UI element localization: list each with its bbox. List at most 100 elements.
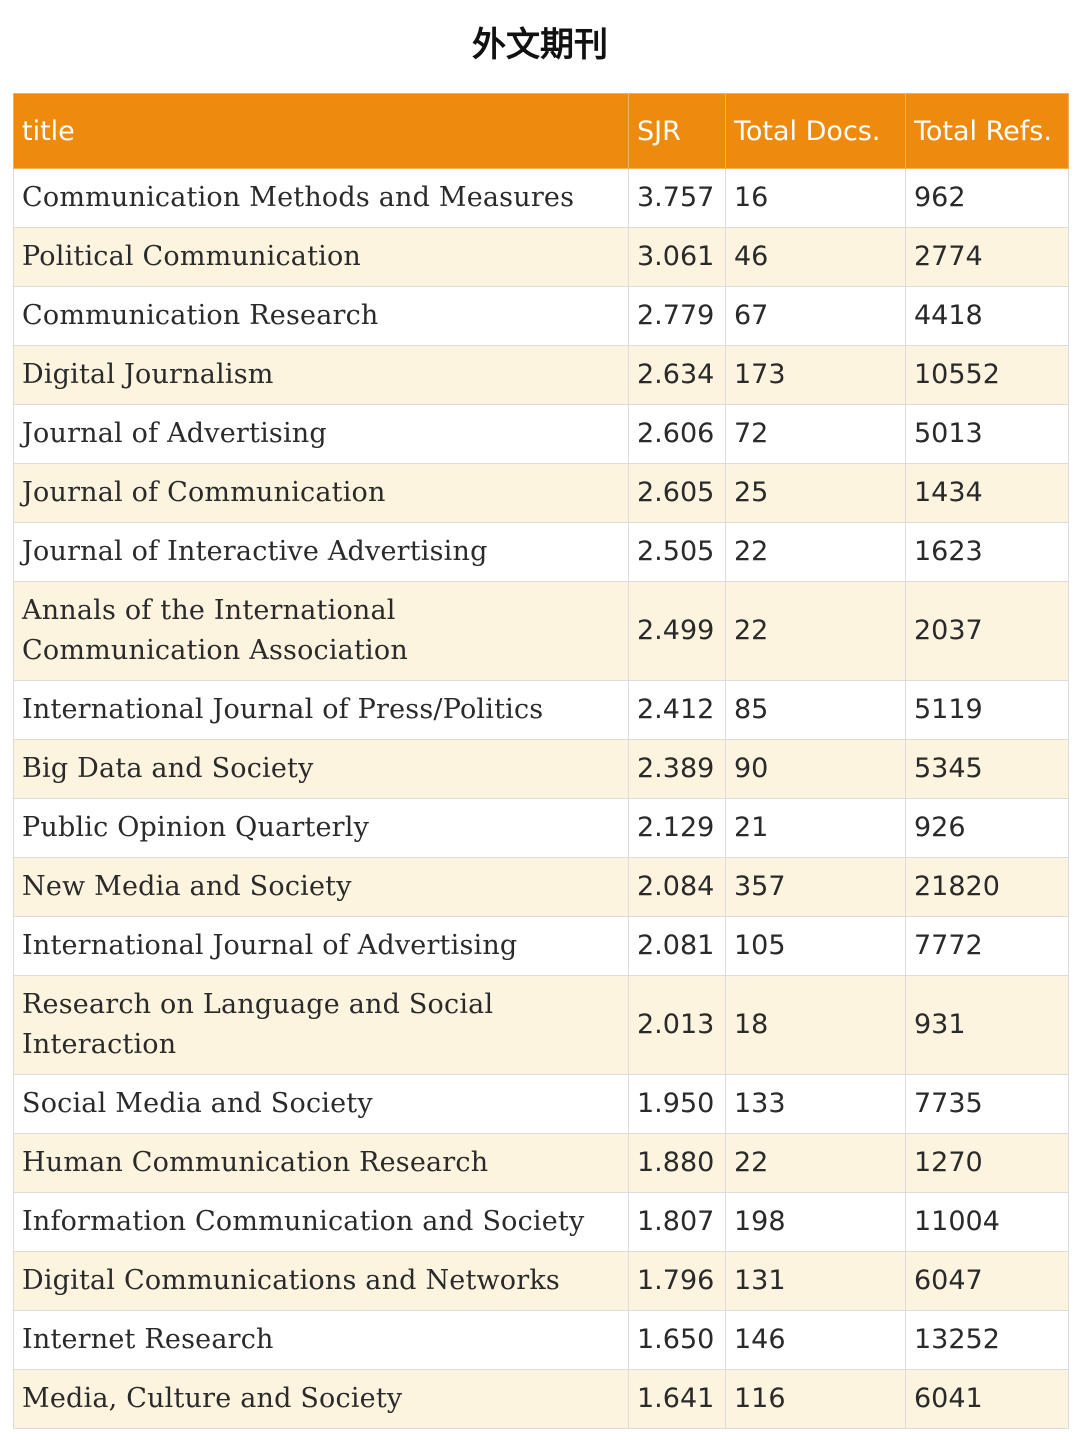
total-docs-cell: 16	[725, 168, 906, 228]
total-refs-cell: 4418	[905, 286, 1069, 346]
table-row: Information Communication and Society 1.…	[13, 1192, 1069, 1252]
total-docs-cell: 18	[725, 975, 906, 1075]
column-header-total-refs: Total Refs.	[905, 93, 1069, 169]
sjr-cell: 2.779	[628, 286, 726, 346]
sjr-cell: 1.950	[628, 1074, 726, 1134]
journal-title-cell: Media, Culture and Society	[13, 1369, 629, 1429]
sjr-cell: 2.634	[628, 345, 726, 405]
total-refs-cell: 1623	[905, 522, 1069, 582]
total-docs-cell: 105	[725, 916, 906, 976]
journal-table: title SJR Total Docs. Total Refs. Commun…	[13, 93, 1069, 1429]
total-docs-cell: 22	[725, 1133, 906, 1193]
journal-title-cell: Digital Journalism	[13, 345, 629, 405]
sjr-cell: 2.605	[628, 463, 726, 523]
total-refs-cell: 7772	[905, 916, 1069, 976]
total-refs-cell: 6047	[905, 1251, 1069, 1311]
sjr-cell: 1.807	[628, 1192, 726, 1252]
sjr-cell: 1.796	[628, 1251, 726, 1311]
table-row: Communication Research 2.779 67 4418	[13, 286, 1069, 346]
journal-title-cell: International Journal of Press/Politics	[13, 680, 629, 740]
journal-title-cell: Journal of Interactive Advertising	[13, 522, 629, 582]
page-title: 外文期刊	[472, 25, 608, 65]
total-refs-cell: 2774	[905, 227, 1069, 287]
total-docs-cell: 85	[725, 680, 906, 740]
total-docs-cell: 131	[725, 1251, 906, 1311]
total-refs-cell: 10552	[905, 345, 1069, 405]
sjr-cell: 2.412	[628, 680, 726, 740]
total-docs-cell: 173	[725, 345, 906, 405]
journal-title-cell: Journal of Communication	[13, 463, 629, 523]
total-docs-cell: 22	[725, 581, 906, 681]
journal-title-cell: Information Communication and Society	[13, 1192, 629, 1252]
table-row: Digital Communications and Networks 1.79…	[13, 1251, 1069, 1311]
total-docs-cell: 357	[725, 857, 906, 917]
total-docs-cell: 133	[725, 1074, 906, 1134]
column-header-title: title	[13, 93, 629, 169]
table-row: Journal of Interactive Advertising 2.505…	[13, 522, 1069, 582]
table-row: Big Data and Society 2.389 90 5345	[13, 739, 1069, 799]
table-row: International Journal of Press/Politics …	[13, 680, 1069, 740]
sjr-cell: 3.757	[628, 168, 726, 228]
sjr-cell: 1.641	[628, 1369, 726, 1429]
journal-title-cell: Research on Language and Social Interact…	[13, 975, 629, 1075]
total-refs-cell: 13252	[905, 1310, 1069, 1370]
table-row: Human Communication Research 1.880 22 12…	[13, 1133, 1069, 1193]
total-refs-cell: 5013	[905, 404, 1069, 464]
column-header-sjr: SJR	[628, 93, 726, 169]
total-docs-cell: 198	[725, 1192, 906, 1252]
sjr-cell: 2.084	[628, 857, 726, 917]
journal-title-cell: Big Data and Society	[13, 739, 629, 799]
journal-title-cell: New Media and Society	[13, 857, 629, 917]
table-row: Social Media and Society 1.950 133 7735	[13, 1074, 1069, 1134]
total-refs-cell: 1270	[905, 1133, 1069, 1193]
table-row: Internet Research 1.650 146 13252	[13, 1310, 1069, 1370]
total-refs-cell: 7735	[905, 1074, 1069, 1134]
total-docs-cell: 90	[725, 739, 906, 799]
journal-title-cell: Annals of the International Communicatio…	[13, 581, 629, 681]
total-docs-cell: 67	[725, 286, 906, 346]
table-row: New Media and Society 2.084 357 21820	[13, 857, 1069, 917]
total-refs-cell: 2037	[905, 581, 1069, 681]
total-refs-cell: 5345	[905, 739, 1069, 799]
table-row: International Journal of Advertising 2.0…	[13, 916, 1069, 976]
column-header-total-docs: Total Docs.	[725, 93, 906, 169]
table-row: Communication Methods and Measures 3.757…	[13, 168, 1069, 228]
journal-title-cell: Human Communication Research	[13, 1133, 629, 1193]
table-row: Public Opinion Quarterly 2.129 21 926	[13, 798, 1069, 858]
table-header-row: title SJR Total Docs. Total Refs.	[13, 93, 1069, 169]
table-row: Research on Language and Social Interact…	[13, 975, 1069, 1075]
table-row: Digital Journalism 2.634 173 10552	[13, 345, 1069, 405]
total-docs-cell: 116	[725, 1369, 906, 1429]
sjr-cell: 2.013	[628, 975, 726, 1075]
total-docs-cell: 21	[725, 798, 906, 858]
sjr-cell: 2.081	[628, 916, 726, 976]
total-refs-cell: 11004	[905, 1192, 1069, 1252]
sjr-cell: 2.606	[628, 404, 726, 464]
journal-title-cell: Digital Communications and Networks	[13, 1251, 629, 1311]
journal-title-cell: Internet Research	[13, 1310, 629, 1370]
journal-title-cell: International Journal of Advertising	[13, 916, 629, 976]
journal-title-cell: Public Opinion Quarterly	[13, 798, 629, 858]
total-refs-cell: 931	[905, 975, 1069, 1075]
total-refs-cell: 1434	[905, 463, 1069, 523]
table-row: Journal of Advertising 2.606 72 5013	[13, 404, 1069, 464]
total-docs-cell: 22	[725, 522, 906, 582]
sjr-cell: 1.650	[628, 1310, 726, 1370]
total-docs-cell: 46	[725, 227, 906, 287]
journal-title-cell: Social Media and Society	[13, 1074, 629, 1134]
journal-title-cell: Journal of Advertising	[13, 404, 629, 464]
total-refs-cell: 5119	[905, 680, 1069, 740]
table-row: Annals of the International Communicatio…	[13, 581, 1069, 681]
table-row: Journal of Communication 2.605 25 1434	[13, 463, 1069, 523]
total-docs-cell: 25	[725, 463, 906, 523]
journal-title-cell: Communication Research	[13, 286, 629, 346]
journal-title-cell: Political Communication	[13, 227, 629, 287]
sjr-cell: 1.880	[628, 1133, 726, 1193]
sjr-cell: 2.505	[628, 522, 726, 582]
total-refs-cell: 926	[905, 798, 1069, 858]
journal-title-cell: Communication Methods and Measures	[13, 168, 629, 228]
total-refs-cell: 21820	[905, 857, 1069, 917]
table-row: Media, Culture and Society 1.641 116 604…	[13, 1369, 1069, 1429]
sjr-cell: 2.499	[628, 581, 726, 681]
sjr-cell: 2.129	[628, 798, 726, 858]
